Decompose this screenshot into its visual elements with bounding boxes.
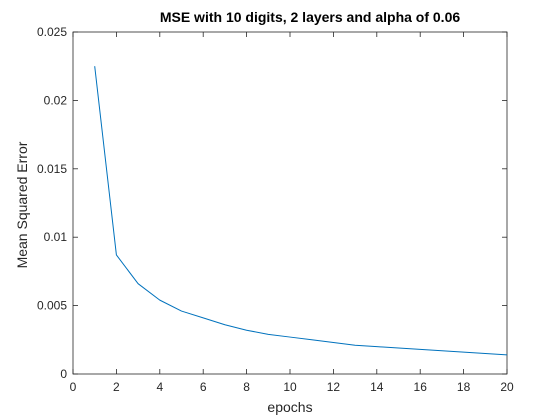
x-tick-label: 16 [414, 380, 428, 394]
x-tick-label: 14 [370, 380, 384, 394]
y-tick-label: 0 [60, 367, 67, 381]
y-tick-label: 0.01 [44, 230, 68, 244]
plot-area: 0 2 4 6 8 10 12 14 16 18 20 0 0.005 0.01 0.015 0.02 0.02… [37, 25, 514, 394]
mse-series-line [94, 66, 508, 356]
x-tick-label: 20 [500, 380, 514, 394]
x-tick-label: 18 [457, 380, 471, 394]
x-tick-label: 6 [200, 380, 207, 394]
y-tick-label: 0.015 [37, 162, 67, 176]
x-tick-label: 4 [156, 380, 163, 394]
y-tick-label: 0.02 [44, 93, 68, 107]
x-tick-label: 2 [113, 380, 120, 394]
chart-title: MSE with 10 digits, 2 layers and alpha o… [160, 9, 461, 25]
x-tick-label: 8 [243, 380, 250, 394]
y-axis-label: Mean Squared Error [14, 141, 30, 268]
axes-box [72, 31, 508, 375]
x-tick-label: 12 [327, 380, 341, 394]
x-axis-label: epochs [267, 399, 312, 415]
x-tick-label: 10 [283, 380, 297, 394]
x-tick-label: 0 [70, 380, 77, 394]
y-tick-label: 0.025 [37, 25, 67, 39]
y-tick-label: 0.005 [37, 299, 67, 313]
